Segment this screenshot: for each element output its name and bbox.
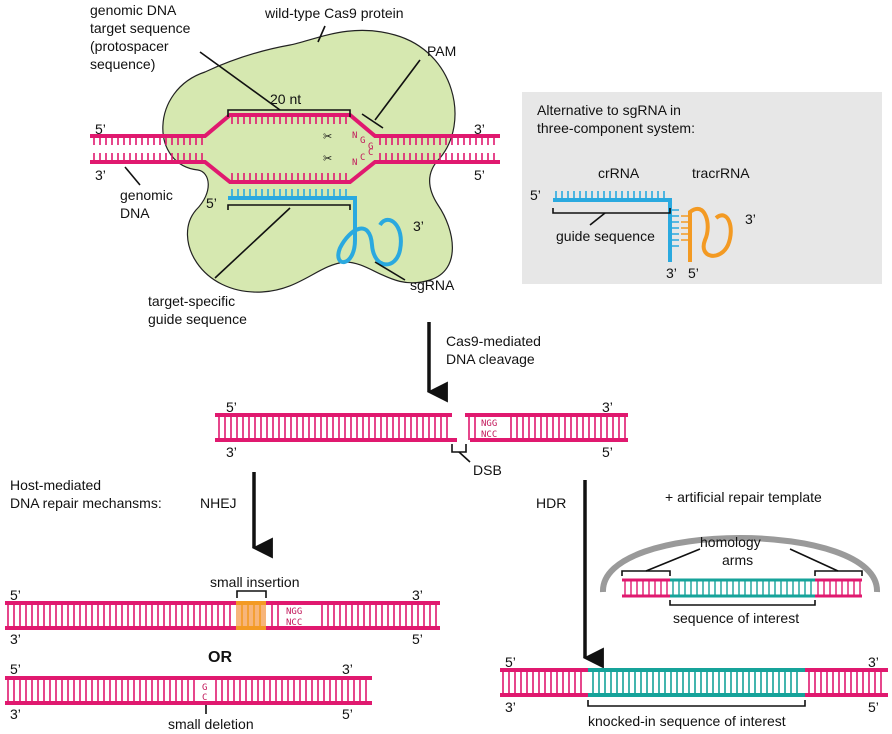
label-cleavage-1: Cas9-mediated <box>446 333 541 349</box>
knockin-5prime-right: 5’ <box>868 699 879 715</box>
knockin-3prime-left: 3’ <box>505 699 516 715</box>
deletion-5prime-right: 5’ <box>342 706 353 722</box>
cleaved-5prime: 5’ <box>226 399 237 415</box>
tracrrna-strand <box>688 207 733 262</box>
label-host-repair-2: DNA repair mechansms: <box>10 495 162 511</box>
insertion-3prime: 3’ <box>412 587 423 603</box>
top-strand-rungs <box>93 115 495 145</box>
label-top-3prime: 3’ <box>474 121 485 137</box>
label-genomic-target-3: (protospacer <box>90 38 169 54</box>
scissors-bottom-icon: ✂ <box>323 153 332 165</box>
cleaved-5prime-right: 5’ <box>602 444 613 460</box>
label-crrna: crRNA <box>598 165 640 181</box>
alt-tracr-3prime: 3’ <box>745 211 756 227</box>
top-dna-duplex: N G G N C C ✂ ✂ <box>90 113 500 184</box>
sgrna <box>228 189 403 267</box>
cas9-protein-blob <box>162 29 456 293</box>
scissors-top-icon: ✂ <box>323 131 332 143</box>
knockin-3prime: 3’ <box>868 654 879 670</box>
label-pam: PAM <box>427 43 456 59</box>
repair-template <box>599 535 881 606</box>
knocked-in-duplex <box>500 668 888 707</box>
alternative-panel: Alternative to sgRNA in three-component … <box>522 92 882 284</box>
crrna-rungs <box>555 191 679 247</box>
label-target-guide-2: guide sequence <box>148 311 247 327</box>
top-brackets <box>124 25 421 281</box>
deletion-duplex: G C <box>5 676 372 714</box>
label-cas9-protein: wild-type Cas9 protein <box>264 5 404 21</box>
insertion-5prime: 5’ <box>10 587 21 603</box>
label-top-3prime-left: 3’ <box>95 167 106 183</box>
label-sgrna: sgRNA <box>410 277 455 293</box>
alt-title-2: three-component system: <box>537 120 695 136</box>
label-cleavage-2: DNA cleavage <box>446 351 535 367</box>
pam-comp-n: N <box>352 158 357 168</box>
sgrna-rungs <box>231 189 347 198</box>
label-nhej: NHEJ <box>200 495 237 511</box>
pam-g2: G <box>368 142 373 152</box>
label-tracrrna: tracrRNA <box>692 165 750 181</box>
label-genomic-target-1: genomic DNA <box>90 2 177 18</box>
cleaved-ngg: NGG <box>481 419 497 429</box>
pam-comp-c1: C <box>360 153 365 163</box>
alt-tracr-5prime: 5’ <box>688 265 699 281</box>
alt-crrna-3prime: 3’ <box>666 265 677 281</box>
label-or: OR <box>208 649 232 666</box>
label-hdr: HDR <box>536 495 566 511</box>
label-sgrna-3prime: 3’ <box>413 218 424 234</box>
label-guide-sequence: guide sequence <box>556 228 655 244</box>
label-small-insertion: small insertion <box>210 574 299 590</box>
insertion-ncc: NCC <box>286 618 302 628</box>
alt-title-1: Alternative to sgRNA in <box>537 102 681 118</box>
cleaved-dna: NGG NCC <box>215 413 628 463</box>
pam-n: N <box>352 131 357 141</box>
label-homology-2: arms <box>722 552 753 568</box>
pam-g1: G <box>360 136 365 146</box>
insertion-ngg: NGG <box>286 607 302 617</box>
label-top-5prime: 5’ <box>95 121 106 137</box>
cleaved-ncc: NCC <box>481 430 497 440</box>
bottom-strand-rungs <box>93 153 495 182</box>
label-target-guide-1: target-specific <box>148 293 235 309</box>
knockin-5prime: 5’ <box>505 654 516 670</box>
cleaved-3prime: 3’ <box>602 399 613 415</box>
cleaved-3prime-left: 3’ <box>226 444 237 460</box>
label-seq-interest: sequence of interest <box>673 610 799 626</box>
deletion-5prime: 5’ <box>10 661 21 677</box>
deletion-3prime: 3’ <box>342 661 353 677</box>
label-repair-template: + artificial repair template <box>665 489 822 505</box>
label-dsb: DSB <box>473 462 502 478</box>
pam-comp-c2: C <box>368 148 373 158</box>
alt-crrna-5prime: 5’ <box>530 187 541 203</box>
deletion-3prime-left: 3’ <box>10 706 21 722</box>
label-genomic-target-2: target sequence <box>90 20 191 36</box>
label-sgrna-5prime: 5’ <box>206 195 217 211</box>
label-genomic-dna-2: DNA <box>120 205 150 221</box>
label-genomic-target-4: sequence) <box>90 56 155 72</box>
tracrrna-rungs <box>681 215 690 241</box>
insertion-duplex: NGG NCC <box>5 590 440 630</box>
label-top-5prime-right: 5’ <box>474 167 485 183</box>
insertion-5prime-right: 5’ <box>412 631 423 647</box>
label-small-deletion: small deletion <box>168 716 254 732</box>
deletion-g: G <box>202 683 207 693</box>
label-knocked-in: knocked-in sequence of interest <box>588 713 786 729</box>
deletion-c: C <box>202 693 207 703</box>
label-genomic-dna-1: genomic <box>120 187 173 203</box>
label-host-repair-1: Host-mediated <box>10 477 101 493</box>
label-homology-1: homology <box>700 534 761 550</box>
insertion-3prime-left: 3’ <box>10 631 21 647</box>
label-20nt: 20 nt <box>270 91 301 107</box>
